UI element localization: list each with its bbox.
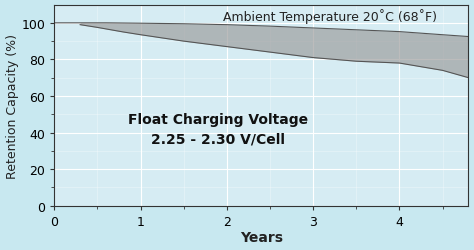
X-axis label: Years: Years	[240, 230, 283, 244]
Text: Ambient Temperature 20˚C (68˚F): Ambient Temperature 20˚C (68˚F)	[223, 9, 438, 24]
Y-axis label: Retention Capacity (%): Retention Capacity (%)	[6, 34, 18, 178]
Text: Float Charging Voltage
2.25 - 2.30 V/Cell: Float Charging Voltage 2.25 - 2.30 V/Cel…	[128, 113, 308, 146]
